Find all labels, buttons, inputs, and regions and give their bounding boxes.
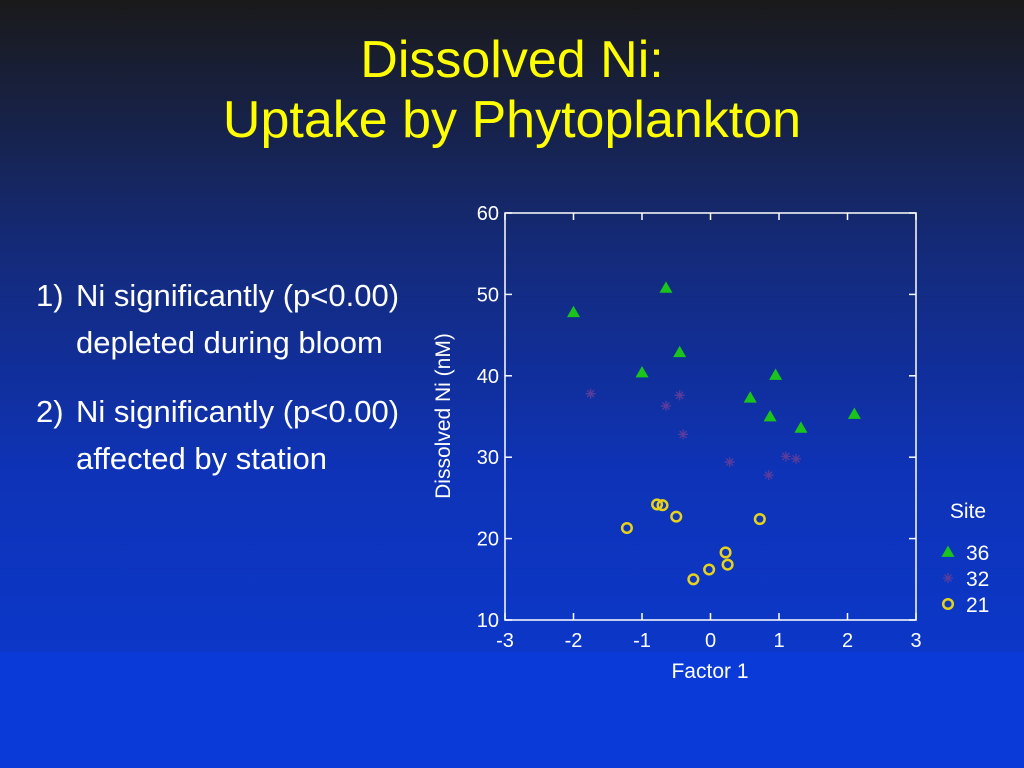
data-point-site-36 — [847, 407, 861, 419]
data-point-site-36 — [743, 391, 757, 403]
data-point-site-36 — [763, 410, 777, 422]
data-point-site-21 — [703, 563, 716, 576]
data-points — [567, 281, 861, 586]
data-point-site-32 — [724, 457, 735, 468]
legend-title: Site — [950, 500, 986, 523]
data-point-site-32 — [780, 451, 791, 462]
legend-label: 36 — [966, 542, 989, 565]
x-tick-label: -2 — [565, 630, 583, 652]
data-point-site-32 — [791, 453, 802, 464]
bullet-text: Ni significantly (p<0.00) depleted durin… — [76, 278, 400, 360]
bullet-item-2: 2) Ni significantly (p<0.00) affected by… — [36, 388, 416, 482]
background-band — [0, 652, 1024, 768]
bullet-item-1: 1) Ni significantly (p<0.00) depleted du… — [36, 272, 416, 366]
x-tick-label: 1 — [773, 630, 784, 652]
legend-label: 21 — [966, 594, 989, 617]
data-point-site-21 — [721, 558, 734, 571]
x-tick-label: 0 — [705, 630, 716, 652]
data-point-site-32 — [763, 470, 774, 481]
x-tick-label: 3 — [910, 630, 921, 652]
bullet-list: 1) Ni significantly (p<0.00) depleted du… — [36, 272, 416, 504]
legend: Site 36 32 21 — [941, 500, 989, 617]
data-point-site-32 — [585, 388, 596, 399]
legend-marker-site-36 — [941, 545, 955, 557]
slide-title: Dissolved Ni: Uptake by Phytoplankton — [0, 30, 1024, 150]
title-line-1: Dissolved Ni: — [360, 31, 664, 89]
legend-marker-site-21 — [941, 597, 955, 611]
data-point-site-32 — [660, 400, 671, 411]
y-tick-label: 30 — [477, 447, 499, 469]
data-point-site-21 — [753, 513, 766, 526]
bullet-number: 1) — [36, 278, 64, 313]
data-point-site-21 — [651, 498, 664, 511]
data-point-site-36 — [635, 366, 649, 378]
bullet-number: 2) — [36, 394, 64, 429]
x-tick-label: -1 — [633, 630, 651, 652]
axis-ticks: -3 -2 -1 0 1 2 3 10 20 30 40 50 60 — [477, 203, 922, 652]
y-tick-label: 10 — [477, 610, 499, 632]
y-axis-label: Dissolved Ni (nM) — [432, 333, 455, 499]
y-tick-label: 60 — [477, 203, 499, 225]
data-point-site-36 — [567, 305, 580, 318]
data-point-site-32 — [678, 429, 689, 440]
data-point-site-21 — [687, 573, 700, 586]
data-point-site-21 — [620, 521, 633, 535]
title-line-2: Uptake by Phytoplankton — [222, 91, 802, 149]
data-point-site-32 — [674, 390, 685, 401]
data-point-site-36 — [794, 421, 808, 433]
bullet-text: Ni significantly (p<0.00) affected by st… — [76, 394, 400, 476]
legend-label: 32 — [966, 568, 989, 591]
data-point-site-36 — [673, 345, 687, 358]
x-tick-label: -3 — [496, 630, 514, 652]
data-point-site-36 — [659, 281, 673, 293]
y-tick-label: 50 — [477, 284, 499, 306]
legend-marker-site-32 — [943, 573, 953, 583]
data-point-site-21 — [670, 510, 683, 523]
y-tick-label: 40 — [477, 366, 499, 388]
x-axis-label: Factor 1 — [671, 660, 748, 683]
data-point-site-36 — [769, 368, 783, 380]
y-tick-label: 20 — [477, 529, 499, 551]
data-point-site-21 — [656, 499, 669, 512]
x-tick-label: 2 — [842, 630, 853, 652]
data-point-site-21 — [719, 546, 732, 559]
